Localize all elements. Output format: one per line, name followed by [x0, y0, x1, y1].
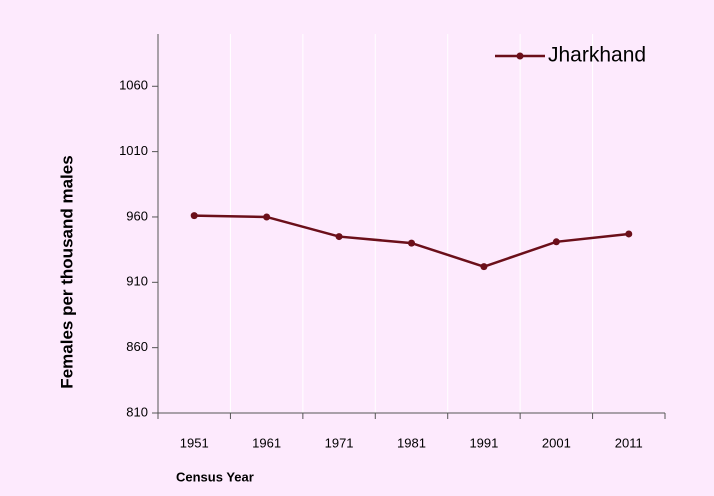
y-axis-label: Females per thousand males [57, 155, 76, 388]
x-axis-label: Census Year [176, 469, 254, 484]
y-tick-label: 910 [126, 274, 148, 289]
y-tick-label: 860 [126, 339, 148, 354]
y-tick-label: 960 [126, 208, 148, 223]
data-point [190, 212, 198, 220]
y-tick-label: 1060 [119, 78, 148, 93]
x-tick-label: 1971 [325, 435, 354, 450]
data-point [552, 238, 560, 246]
y-tick-label: 810 [126, 404, 148, 419]
x-tick-label: 1991 [469, 435, 498, 450]
data-point [408, 239, 415, 247]
data-point [335, 233, 343, 241]
x-tick-label: 1981 [397, 435, 426, 450]
y-tick-label: 1010 [119, 143, 148, 158]
legend-marker [516, 52, 524, 60]
legend-label: Jharkhand [548, 44, 646, 67]
data-point [625, 230, 633, 238]
x-tick-label: 2001 [542, 435, 571, 450]
data-point [263, 213, 271, 221]
data-point [480, 263, 488, 271]
x-tick-label: 1951 [180, 435, 209, 450]
x-tick-label: 2011 [615, 435, 643, 450]
x-tick-label: 1961 [252, 435, 281, 450]
